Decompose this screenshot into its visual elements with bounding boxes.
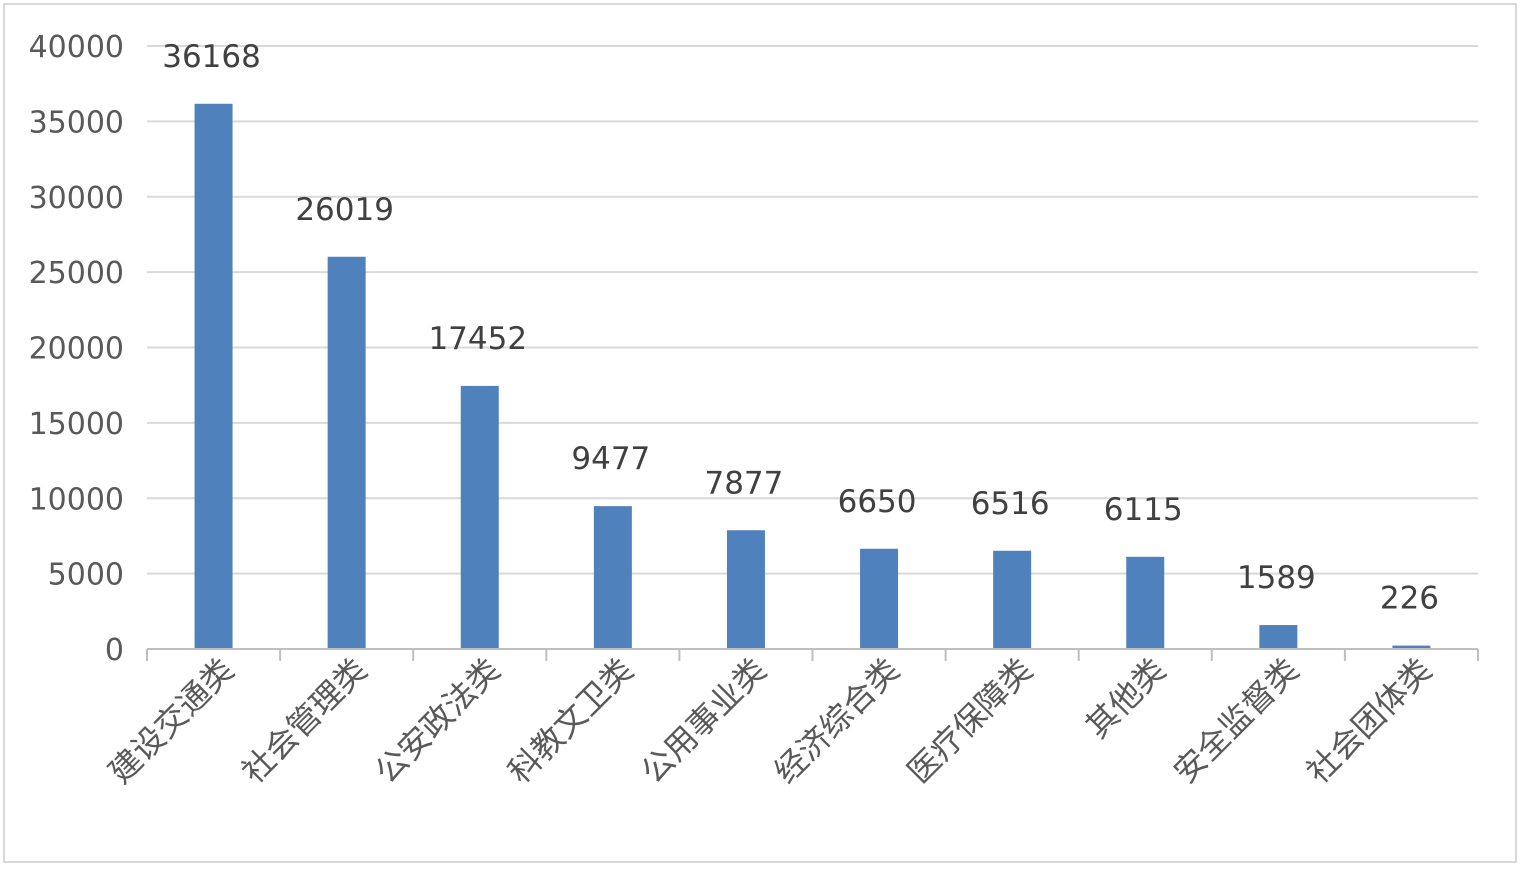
bar <box>194 103 233 650</box>
data-label: 1589 <box>1237 560 1316 596</box>
y-tick-label: 35000 <box>29 105 124 140</box>
bar <box>860 548 899 649</box>
x-axis <box>146 648 1479 661</box>
category-label: 公用事业类 <box>634 651 774 791</box>
bar <box>726 530 765 649</box>
gridlines <box>147 45 1478 575</box>
bar <box>993 550 1032 649</box>
category-label: 经济综合类 <box>767 651 907 791</box>
y-axis-tick-labels: 0 5000 10000 15000 20000 25000 30000 35000 40000 <box>29 30 124 668</box>
data-label: 36168 <box>162 39 261 75</box>
category-label: 其他类 <box>1078 651 1173 746</box>
data-label: 7877 <box>704 465 783 501</box>
y-tick-label: 5000 <box>48 558 124 593</box>
data-label: 17452 <box>428 321 527 357</box>
y-tick-label: 0 <box>105 633 124 668</box>
bar <box>1126 556 1165 649</box>
category-label: 公安政法类 <box>367 651 507 791</box>
data-label: 226 <box>1380 581 1439 617</box>
y-tick-label: 25000 <box>29 256 124 291</box>
data-label: 6650 <box>838 484 917 520</box>
chart-frame <box>3 3 1517 863</box>
bar <box>1259 625 1298 649</box>
category-label: 安全监督类 <box>1166 651 1306 791</box>
bar <box>327 256 366 649</box>
data-labels: 36168 26019 17452 9477 7877 6650 6516 6115 1589 2… <box>162 39 1439 617</box>
bar <box>593 506 632 649</box>
y-tick-label: 10000 <box>29 482 124 517</box>
bar <box>1392 645 1431 649</box>
category-label: 医疗保障类 <box>900 651 1040 791</box>
category-label: 科教文卫类 <box>500 651 640 791</box>
bar <box>460 385 499 649</box>
category-label: 社会团体类 <box>1299 651 1439 791</box>
y-tick-label: 30000 <box>29 181 124 216</box>
y-tick-label: 15000 <box>29 407 124 442</box>
y-tick-label: 20000 <box>29 332 124 367</box>
category-label: 建设交通类 <box>101 651 241 791</box>
data-label: 9477 <box>571 441 650 477</box>
category-label: 社会管理类 <box>234 651 374 791</box>
y-tick-label: 40000 <box>29 30 124 65</box>
bars <box>194 103 1431 650</box>
data-label: 6516 <box>971 486 1050 522</box>
data-label: 6115 <box>1104 492 1183 528</box>
data-label: 26019 <box>295 192 394 228</box>
